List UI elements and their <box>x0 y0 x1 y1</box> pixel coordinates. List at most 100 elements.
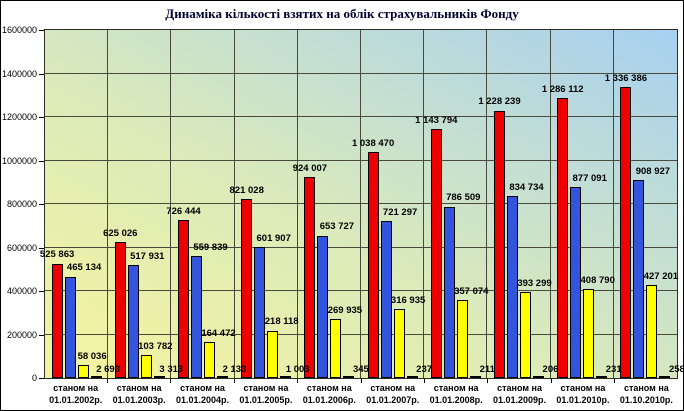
value-label: 3 313 <box>159 364 184 375</box>
bar-yellow-series <box>646 285 658 378</box>
value-label: 258 <box>668 364 684 375</box>
bar-cream-series <box>216 376 228 378</box>
y-axis-tick-label: 800000 <box>6 199 37 209</box>
value-label: 58 036 <box>77 350 107 362</box>
value-label: 1 228 239 <box>478 96 521 108</box>
x-axis-category-label: станом на 01.01.2007р. <box>361 379 425 406</box>
x-axis-tick-mark <box>233 379 235 383</box>
value-label: 1 003 <box>285 364 310 375</box>
x-axis-category-label: станом на 01.01.2010р. <box>551 379 616 406</box>
bar-group: 821 028 601 907 218 118 1 003 <box>230 30 310 378</box>
bar-red-series <box>620 87 632 378</box>
value-label: 525 863 <box>39 249 75 261</box>
bar-group: 525 863 465 134 58 036 2 693 <box>40 30 120 378</box>
value-label: 1 286 112 <box>541 83 584 95</box>
category-date: 01.01.2003р. <box>112 394 166 405</box>
y-axis-tick-mark <box>39 291 44 292</box>
x-axis: станом на 01.01.2002р. станом на 01.01.2003… <box>44 379 678 406</box>
value-label: 269 935 <box>327 304 363 316</box>
value-label: 877 091 <box>572 172 607 184</box>
value-label: 393 299 <box>517 277 552 289</box>
bar-cream-series <box>343 376 355 378</box>
bar-cream-series <box>532 376 544 378</box>
gridline-horizontal <box>45 203 677 204</box>
gridline-horizontal <box>45 116 677 117</box>
y-axis-tick-mark <box>39 334 44 336</box>
bar-yellow-series <box>203 342 215 378</box>
value-label: 408 790 <box>580 274 615 286</box>
value-label: 625 026 <box>103 227 138 239</box>
bar-blue-series <box>633 180 645 378</box>
bar-blue-series <box>190 256 202 378</box>
y-axis-tick-label: 1600000 <box>1 25 37 35</box>
category-prefix: станом на <box>370 383 416 393</box>
bar-blue-series <box>506 196 518 378</box>
value-label: 1 336 386 <box>604 72 648 84</box>
y-axis-tick-label: 400000 <box>6 286 37 296</box>
category-prefix: станом на <box>433 383 479 393</box>
x-axis-tick-mark <box>614 379 616 383</box>
category-date: 01.01.2002р. <box>49 394 103 405</box>
category-date: 01.01.2006р. <box>302 394 356 405</box>
y-axis-tick-label: 600000 <box>6 242 37 253</box>
bar-yellow-series <box>77 365 89 378</box>
bar-yellow-series <box>267 330 279 378</box>
value-label: 2 693 <box>96 364 120 375</box>
y-axis-tick-mark <box>39 30 44 31</box>
value-label: 237 <box>416 364 433 375</box>
category-prefix: станом на <box>497 383 542 393</box>
x-axis-category-label: станом на 01.01.2004р. <box>171 379 235 406</box>
bar-red-series <box>430 129 442 378</box>
bar-red-series <box>241 199 253 378</box>
bar-yellow-series <box>330 319 342 378</box>
x-axis-category-label: станом на 01.01.2005р. <box>234 379 299 406</box>
gridline-horizontal <box>45 159 677 161</box>
y-axis-tick-label: 1400000 <box>1 68 37 79</box>
value-label: 345 <box>352 364 369 375</box>
y-axis-tick-mark <box>39 117 44 118</box>
category-prefix: станом на <box>623 383 669 393</box>
value-label: 786 509 <box>446 192 481 204</box>
bar-group: 924 007 653 727 269 935 345 <box>293 30 369 378</box>
value-label: 231 <box>605 364 622 375</box>
x-axis-category-label: станом на 01.01.2002р. <box>44 379 108 406</box>
value-label: 465 134 <box>66 262 102 274</box>
bar-yellow-series <box>140 355 152 378</box>
y-axis-tick-mark <box>39 160 44 162</box>
plot-area: 525 863 465 134 58 036 2 693 625 026 517 931 1… <box>40 29 684 379</box>
value-label: 517 931 <box>130 250 165 262</box>
value-label: 103 782 <box>138 340 173 352</box>
bar-cream-series <box>406 376 418 378</box>
bar-cream-series <box>90 376 102 378</box>
x-axis-tick-mark <box>360 379 362 383</box>
value-label: 601 907 <box>256 232 291 244</box>
y-axis-tick-label: 1200000 <box>1 112 37 122</box>
value-label: 357 074 <box>454 285 489 297</box>
bar-blue-series <box>317 235 329 378</box>
value-label: 1 143 794 <box>415 114 458 126</box>
bar-red-series <box>51 263 63 378</box>
value-label: 726 444 <box>166 205 201 217</box>
value-label: 427 201 <box>643 270 679 282</box>
value-label: 206 <box>542 364 559 375</box>
y-axis-tick-mark <box>39 73 44 75</box>
y-axis-tick-label: 200000 <box>6 329 37 340</box>
chart-title: Динаміка кількості взятих на облік страх… <box>165 6 519 21</box>
bar-yellow-series <box>519 292 531 378</box>
bar-cream-series <box>153 376 165 378</box>
bar-red-series <box>493 110 505 378</box>
x-axis-tick-mark <box>423 379 425 383</box>
category-date: 01.10.2010р. <box>619 394 673 405</box>
bar-red-series <box>114 242 126 378</box>
bar-red-series <box>177 220 189 378</box>
bar-red-series <box>304 177 316 378</box>
category-date: 01.01.2007р. <box>366 394 420 405</box>
value-label: 908 927 <box>635 165 671 177</box>
value-label: 316 935 <box>390 294 426 306</box>
value-label: 164 472 <box>201 327 236 339</box>
x-axis-category-label: станом на 01.10.2010р. <box>615 380 678 406</box>
bar-blue-series <box>380 221 392 378</box>
gridline-horizontal <box>45 72 677 74</box>
bar-cream-series <box>659 376 671 378</box>
